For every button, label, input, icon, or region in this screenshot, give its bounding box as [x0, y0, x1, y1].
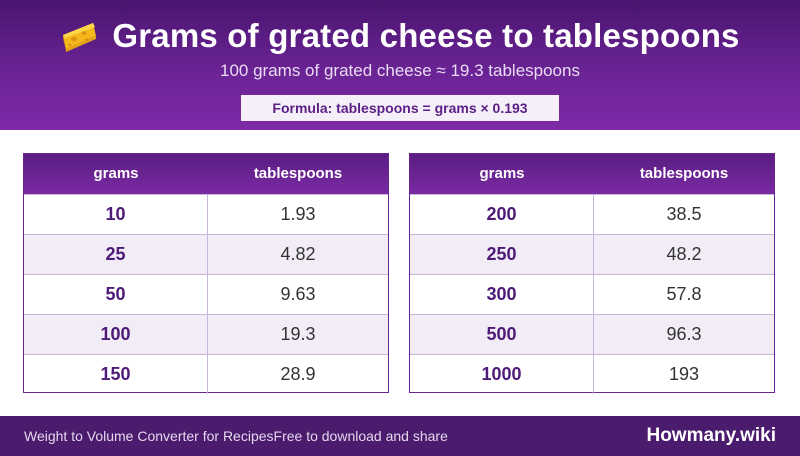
conversion-summary: 100 grams of grated cheese ≈ 19.3 tables…	[220, 61, 580, 80]
table-row: 500 96.3	[410, 314, 774, 354]
table-row: 100 19.3	[24, 314, 388, 354]
cheese-icon	[63, 23, 97, 52]
formula-badge: Formula: tablespoons = grams × 0.193	[241, 95, 559, 121]
grams-cell: 200	[410, 195, 594, 234]
column-header-grams: grams	[479, 165, 525, 182]
tablespoons-cell: 4.82	[280, 244, 316, 264]
column-header-grams: grams	[93, 165, 139, 182]
table-header: grams tablespoons	[24, 154, 388, 194]
conversion-table-right: grams tablespoons 200 38.5 250 48.2 300 …	[409, 153, 775, 394]
tablespoons-cell: 96.3	[666, 324, 702, 344]
brand-logo[interactable]: Howmany.wiki	[646, 425, 776, 446]
footer-converter-link[interactable]: Weight to Volume Converter for Recipes	[24, 428, 274, 444]
footer-caption: Weight to Volume Converter for RecipesFr…	[24, 416, 448, 456]
table-row: 25 4.82	[24, 234, 388, 274]
grams-cell: 100	[24, 315, 208, 354]
title-row: Grams of grated cheese to tablespoons	[0, 12, 800, 60]
table-row: 1000 193	[410, 354, 774, 394]
tablespoons-cell: 1.93	[280, 204, 316, 224]
grams-cell: 1000	[410, 355, 594, 394]
table-row: 10 1.93	[24, 194, 388, 234]
table-header: grams tablespoons	[410, 154, 774, 194]
column-header-tablespoons: tablespoons	[253, 165, 343, 182]
tablespoons-cell: 19.3	[280, 324, 316, 344]
page-footer: Weight to Volume Converter for RecipesFr…	[0, 416, 800, 456]
column-header-tablespoons: tablespoons	[639, 165, 729, 182]
tablespoons-cell: 28.9	[280, 364, 316, 384]
table-row: 200 38.5	[410, 194, 774, 234]
tablespoons-cell: 48.2	[666, 244, 702, 264]
footer-tagline: Free to download and share	[273, 428, 448, 444]
tablespoons-cell: 193	[668, 364, 700, 384]
table-row: 150 28.9	[24, 354, 388, 394]
grams-cell: 500	[410, 315, 594, 354]
tablespoons-cell: 9.63	[280, 284, 316, 304]
table-row: 50 9.63	[24, 274, 388, 314]
conversion-table-left: grams tablespoons 10 1.93 25 4.82 50 9.6…	[23, 153, 389, 394]
grams-cell: 25	[24, 235, 208, 274]
page-title: Grams of grated cheese to tablespoons	[112, 17, 740, 54]
tablespoons-cell: 38.5	[666, 204, 702, 224]
grams-cell: 150	[24, 355, 208, 394]
table-row: 250 48.2	[410, 234, 774, 274]
grams-cell: 300	[410, 275, 594, 314]
tablespoons-cell: 57.8	[666, 284, 702, 304]
grams-cell: 250	[410, 235, 594, 274]
table-row: 300 57.8	[410, 274, 774, 314]
grams-cell: 10	[24, 195, 208, 234]
page-header: Grams of grated cheese to tablespoons 10…	[0, 0, 800, 130]
grams-cell: 50	[24, 275, 208, 314]
